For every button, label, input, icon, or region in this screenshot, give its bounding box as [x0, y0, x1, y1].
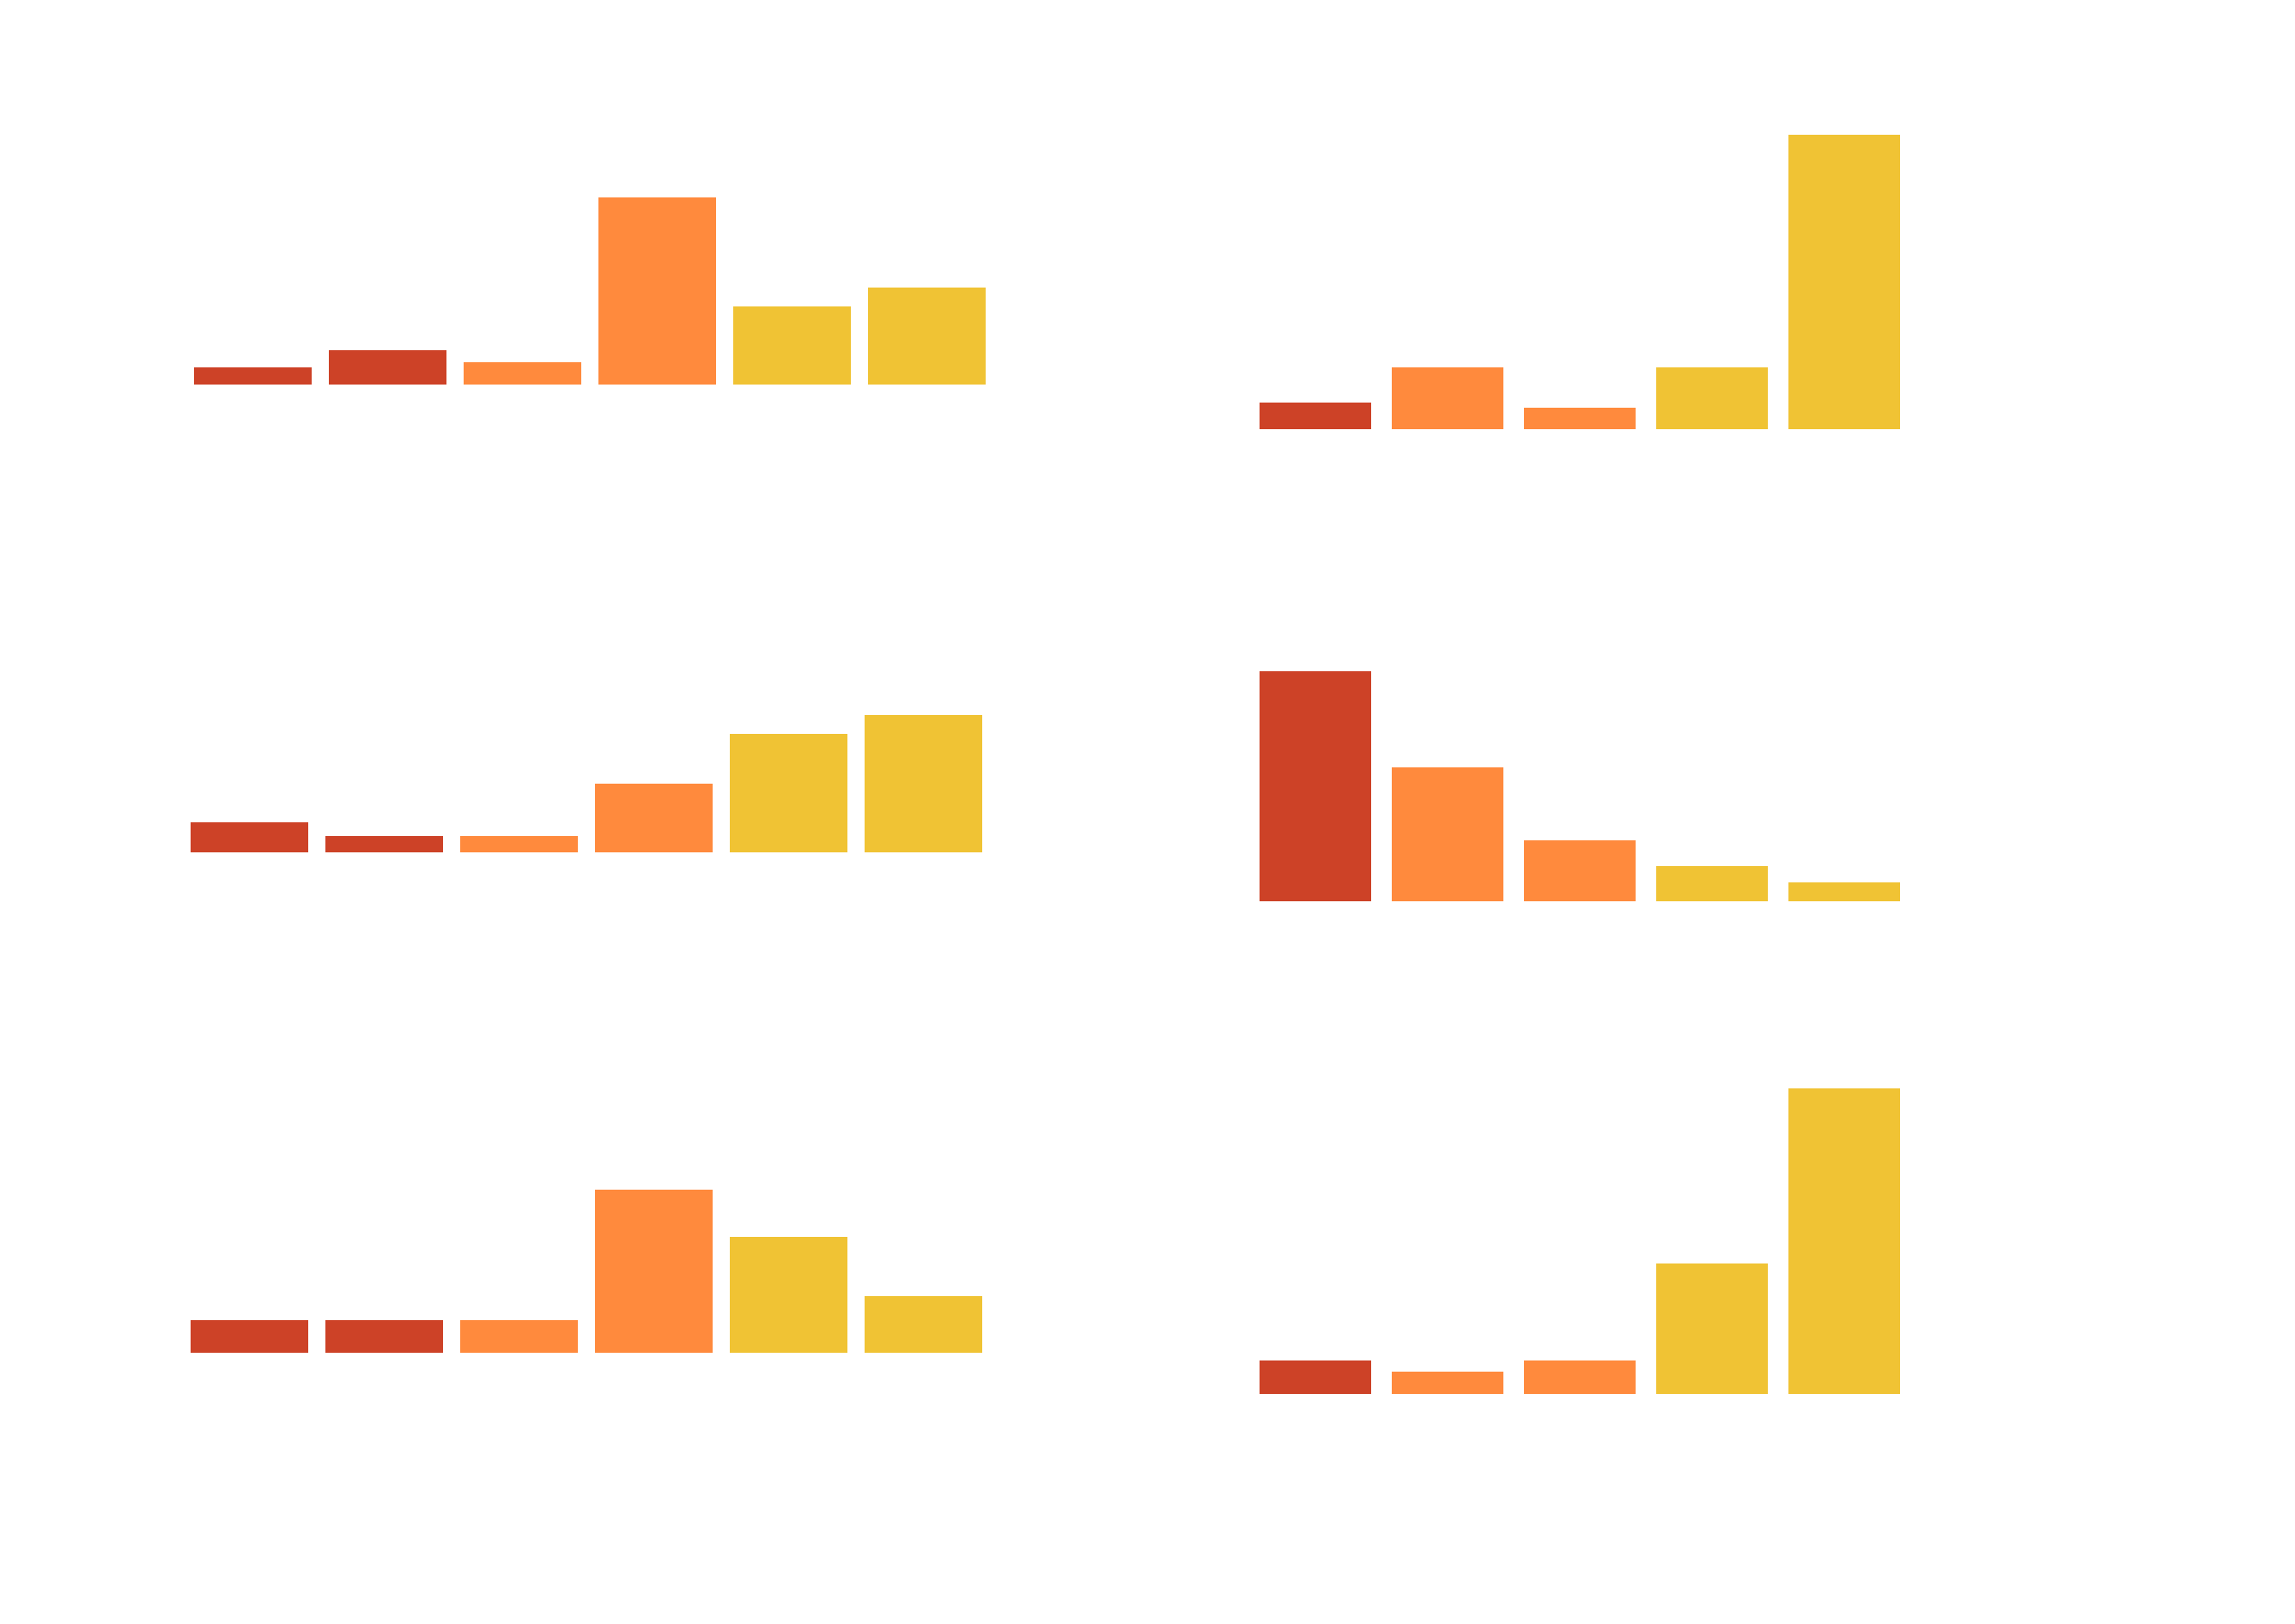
bar-middle-left-4 — [595, 784, 713, 852]
bar-top-left-5 — [733, 306, 851, 385]
bar-top-left-2 — [329, 350, 446, 385]
bar-middle-left-1 — [191, 822, 308, 852]
bar-middle-right-5 — [1788, 882, 1900, 901]
panel-top-right — [1260, 135, 1900, 429]
bar-bottom-left-2 — [325, 1320, 443, 1353]
bar-top-right-4 — [1656, 367, 1768, 429]
bar-bottom-left-6 — [865, 1296, 982, 1353]
bar-middle-left-5 — [730, 734, 847, 852]
bar-middle-left-2 — [325, 836, 443, 852]
bar-middle-right-1 — [1260, 671, 1371, 901]
panel-middle-right — [1260, 671, 1900, 901]
panel-bottom-right — [1260, 1088, 1900, 1394]
bar-middle-left-6 — [865, 715, 982, 852]
bar-bottom-right-4 — [1656, 1263, 1768, 1394]
panel-middle-left — [191, 715, 982, 852]
bar-bottom-right-5 — [1788, 1088, 1900, 1394]
bar-top-left-4 — [598, 197, 716, 385]
bar-bottom-right-1 — [1260, 1360, 1371, 1394]
panel-top-left — [194, 197, 986, 385]
bar-middle-right-3 — [1524, 840, 1636, 901]
bar-top-right-1 — [1260, 403, 1371, 429]
bar-top-right-5 — [1788, 135, 1900, 429]
bar-middle-right-4 — [1656, 866, 1768, 901]
bar-top-right-3 — [1524, 408, 1636, 429]
bar-middle-left-3 — [460, 836, 578, 852]
bar-middle-right-2 — [1392, 767, 1503, 901]
bar-bottom-left-5 — [730, 1237, 847, 1353]
bar-bottom-right-2 — [1392, 1372, 1503, 1394]
panel-bottom-left — [191, 1190, 982, 1353]
bar-bottom-left-4 — [595, 1190, 713, 1353]
bar-bottom-left-1 — [191, 1320, 308, 1353]
bar-top-left-6 — [868, 288, 986, 385]
bar-top-left-3 — [464, 362, 581, 385]
bar-bottom-right-3 — [1524, 1360, 1636, 1394]
bar-top-left-1 — [194, 367, 312, 385]
bar-top-right-2 — [1392, 367, 1503, 429]
bar-bottom-left-3 — [460, 1320, 578, 1353]
